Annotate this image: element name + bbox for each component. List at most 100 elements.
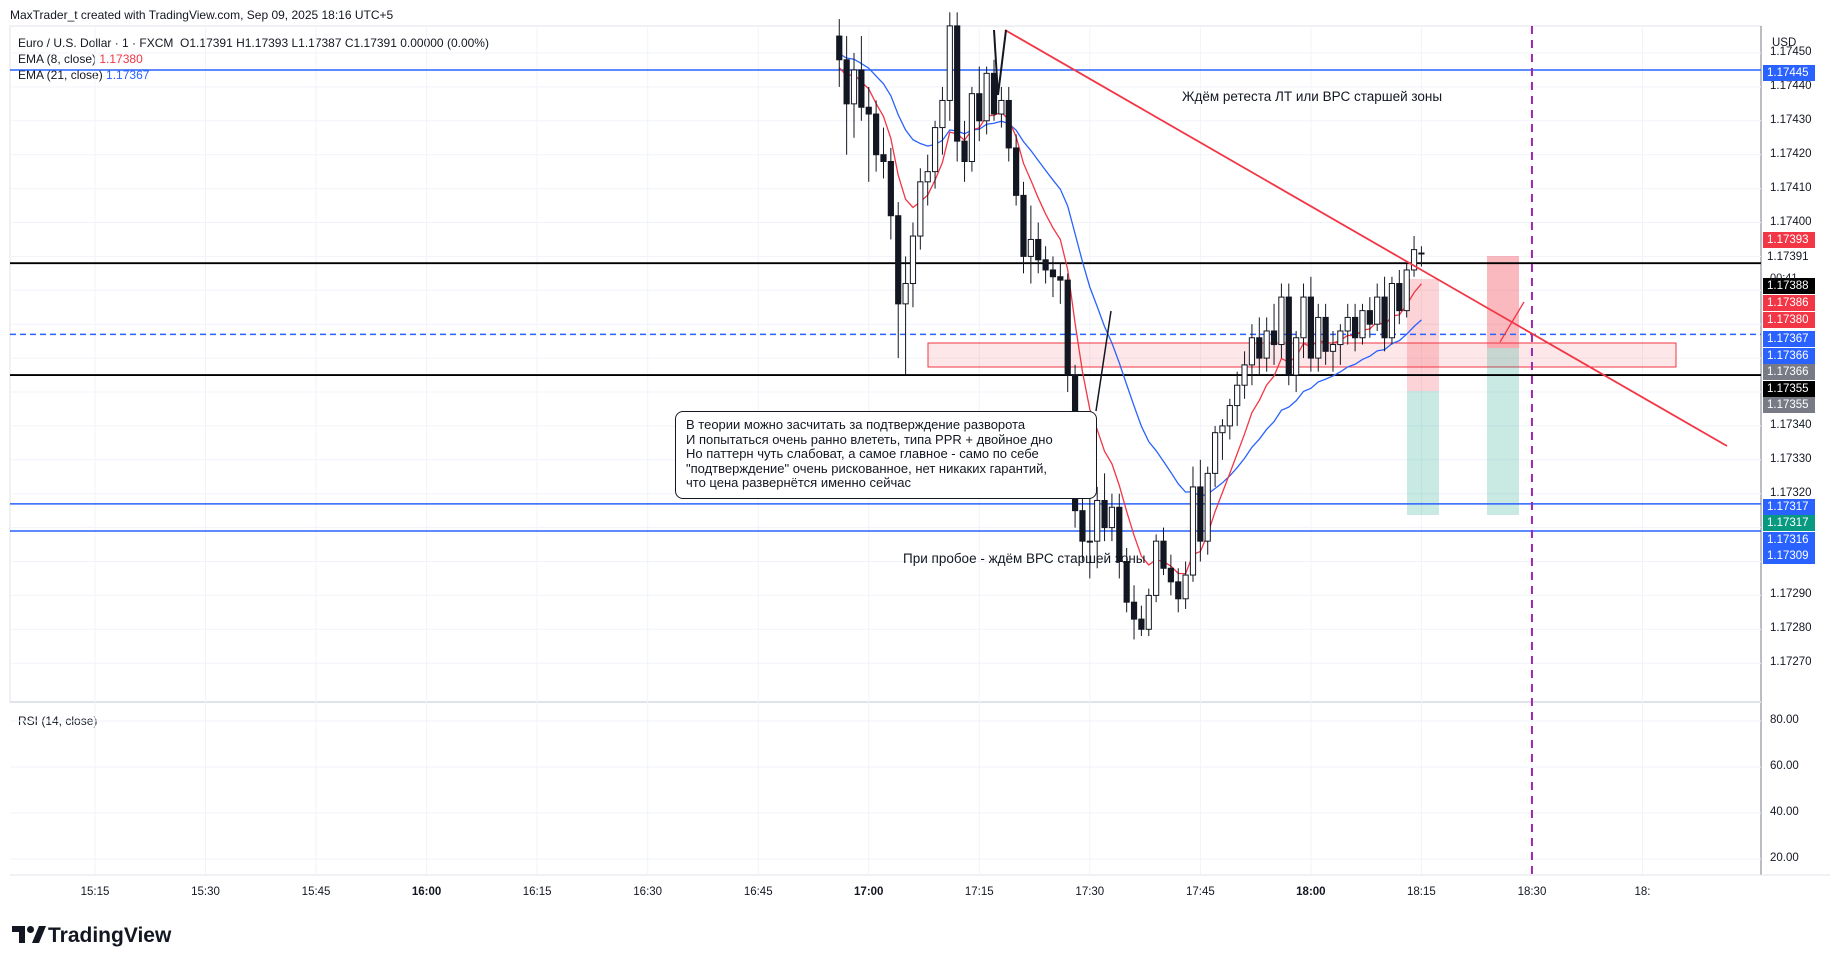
candle-body bbox=[1351, 316, 1359, 339]
candle bbox=[1366, 297, 1373, 338]
callout-pointer bbox=[1095, 310, 1112, 412]
time-tick: 18:30 bbox=[1517, 886, 1547, 898]
candle bbox=[961, 120, 968, 182]
ema8-label: EMA (8, close) bbox=[18, 52, 97, 66]
annotation-callout[interactable]: В теории можно засчитать за подтверждени… bbox=[675, 411, 1097, 499]
short-position-target bbox=[1407, 391, 1439, 515]
candle-body bbox=[1101, 499, 1108, 529]
candle bbox=[850, 53, 858, 138]
currency-label[interactable]: USD bbox=[1772, 37, 1797, 49]
candle bbox=[1116, 493, 1123, 579]
annotation-top[interactable]: Ждём ретеста ЛТ или ВРС старшей зоны bbox=[1182, 89, 1443, 104]
candle bbox=[1226, 398, 1233, 440]
ema21-legend[interactable]: EMA (21, close) 1.17367 bbox=[18, 68, 149, 82]
candle-body bbox=[946, 25, 953, 101]
ohlc-values: O1.17391 H1.17393 L1.17387 C1.17391 0.00… bbox=[180, 36, 489, 50]
time-tick: 16:00 bbox=[411, 886, 442, 898]
candle-body bbox=[1153, 540, 1160, 596]
price-tick: 1.17290 bbox=[1770, 588, 1812, 601]
ema8-value: 1.17380 bbox=[99, 52, 143, 66]
candle bbox=[1234, 371, 1241, 426]
candle-body bbox=[931, 127, 939, 173]
time-tick: 16:45 bbox=[743, 886, 773, 898]
note-line: что цена развернётся именно сейчас bbox=[686, 475, 911, 490]
candle bbox=[1329, 330, 1337, 372]
candle-body bbox=[924, 171, 931, 183]
candle-body bbox=[976, 93, 983, 122]
price-tag: 1.17445 bbox=[1763, 65, 1815, 81]
candle-body bbox=[1027, 238, 1034, 257]
note-line: "подтверждение" очень рискованное, нет н… bbox=[686, 460, 1048, 476]
candle-body bbox=[1344, 316, 1351, 332]
candle bbox=[939, 86, 946, 155]
candle bbox=[1256, 317, 1263, 376]
symbol-name[interactable]: Euro / U.S. Dollar · 1 · FXCM bbox=[18, 36, 174, 50]
candle-body bbox=[1049, 269, 1057, 278]
short-position-risk bbox=[1487, 256, 1519, 348]
price-tick: 1.17420 bbox=[1770, 147, 1812, 160]
tradingview-logo-icon bbox=[12, 926, 46, 943]
candle-body bbox=[1241, 364, 1248, 386]
candle-body bbox=[1057, 276, 1064, 281]
tradingview-logo[interactable]: TradingView bbox=[12, 924, 171, 948]
price-tag: 1.17388 bbox=[1763, 278, 1815, 294]
candle bbox=[1027, 205, 1034, 284]
candle bbox=[1337, 324, 1344, 365]
note-line: В теории можно засчитать за подтверждени… bbox=[686, 417, 1026, 432]
candle-body bbox=[1293, 337, 1300, 376]
price-tick: 1.17410 bbox=[1770, 181, 1812, 194]
candle-body bbox=[1035, 238, 1042, 261]
candle bbox=[1241, 351, 1248, 399]
time-tick: 18:00 bbox=[1296, 886, 1326, 898]
candle-body bbox=[1167, 567, 1174, 583]
candle bbox=[1381, 276, 1388, 352]
price-tag: 1.17393 bbox=[1763, 232, 1815, 248]
candle-body bbox=[917, 181, 924, 237]
candle bbox=[836, 19, 843, 87]
candle-body bbox=[1160, 540, 1167, 569]
candle bbox=[1211, 425, 1219, 487]
candle bbox=[1285, 283, 1292, 386]
price-tag: 1.17355 bbox=[1763, 397, 1815, 413]
candle bbox=[1167, 554, 1174, 596]
candle-body bbox=[1204, 472, 1211, 542]
candle-body bbox=[1145, 594, 1152, 630]
ema8-legend[interactable]: EMA (8, close) 1.17380 bbox=[18, 52, 143, 66]
price-tag: 1.17367 bbox=[1763, 331, 1815, 347]
candle bbox=[1315, 303, 1322, 372]
candle bbox=[1322, 303, 1329, 365]
rsi-tick: 40.00 bbox=[1770, 806, 1799, 818]
arrow-line bbox=[1499, 301, 1525, 343]
time-tick: 16:30 bbox=[633, 886, 663, 898]
candle-body bbox=[1226, 405, 1233, 427]
candle bbox=[1403, 263, 1410, 318]
candle-body bbox=[1359, 310, 1366, 339]
candle bbox=[1410, 236, 1418, 277]
candle bbox=[1204, 466, 1211, 555]
candle-body bbox=[1197, 486, 1204, 542]
candle bbox=[1153, 534, 1160, 603]
candle-body bbox=[998, 99, 1005, 115]
chart-credit: MaxTrader_t created with TradingView.com… bbox=[10, 8, 394, 22]
rsi-tick: 80.00 bbox=[1770, 714, 1799, 726]
time-tick: 15:15 bbox=[80, 886, 110, 898]
candle-body bbox=[1175, 581, 1182, 600]
price-tag: 1.17316 bbox=[1763, 532, 1815, 548]
annotation-bottom[interactable]: При пробое - ждём ВРС старшей зоны bbox=[903, 551, 1146, 566]
candle-body bbox=[858, 69, 865, 108]
candle bbox=[968, 86, 976, 172]
candle bbox=[917, 168, 924, 250]
candle bbox=[1064, 273, 1071, 392]
candle bbox=[1175, 568, 1182, 613]
candle bbox=[976, 66, 983, 142]
candle-body bbox=[1138, 618, 1145, 630]
candle bbox=[1042, 246, 1049, 284]
candle bbox=[1138, 605, 1145, 637]
candle bbox=[873, 100, 880, 172]
price-tag: 1.17386 bbox=[1763, 295, 1815, 311]
countdown-timer: 00:41 bbox=[1770, 272, 1798, 284]
candle-body bbox=[887, 160, 894, 217]
candle-body bbox=[1234, 384, 1241, 407]
candles bbox=[836, 12, 1425, 640]
